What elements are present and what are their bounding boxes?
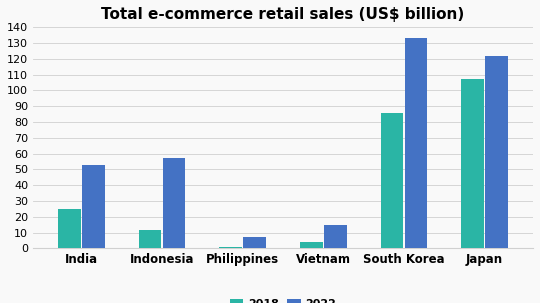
Bar bbox=[324, 225, 347, 248]
Title: Total e-commerce retail sales (US$ billion): Total e-commerce retail sales (US$ billi… bbox=[102, 7, 464, 22]
Bar bbox=[139, 229, 161, 248]
Bar bbox=[219, 247, 242, 248]
Bar bbox=[244, 238, 266, 248]
Bar bbox=[461, 79, 484, 248]
Bar bbox=[405, 38, 427, 248]
Bar bbox=[58, 209, 80, 248]
Legend: 2018, 2022: 2018, 2022 bbox=[226, 294, 341, 303]
Bar bbox=[82, 165, 105, 248]
Bar bbox=[300, 242, 322, 248]
Bar bbox=[381, 113, 403, 248]
Bar bbox=[485, 56, 508, 248]
Bar bbox=[163, 158, 185, 248]
